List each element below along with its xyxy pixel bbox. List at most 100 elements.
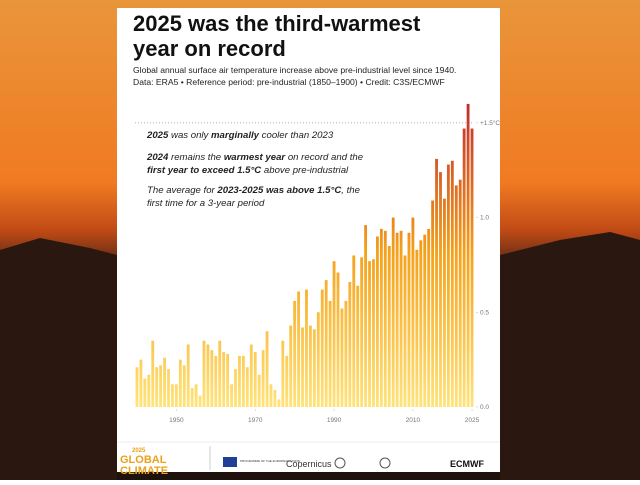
bar <box>281 340 285 407</box>
bar <box>320 289 324 407</box>
bar <box>470 128 474 408</box>
bar <box>206 344 210 407</box>
bar <box>301 327 304 407</box>
x-tick-label: 2025 <box>465 417 480 424</box>
annotation-segment: 2025 <box>146 130 169 141</box>
bar <box>218 340 222 407</box>
bar <box>151 340 155 407</box>
bar <box>395 232 399 407</box>
bar <box>376 236 379 407</box>
bar <box>230 384 233 407</box>
footer-year: 2025 <box>132 448 146 454</box>
bar <box>336 272 340 407</box>
bar <box>450 160 454 407</box>
bar <box>352 255 356 407</box>
bar <box>238 355 241 407</box>
bar <box>159 365 163 407</box>
bar <box>419 240 423 407</box>
annotation-segment: 2023-2025 was above 1.5°C <box>216 185 342 196</box>
bar <box>348 281 352 407</box>
bar <box>324 280 328 407</box>
bar <box>344 300 348 407</box>
bar <box>245 367 249 407</box>
bar <box>427 228 431 407</box>
bar <box>155 367 159 407</box>
bar <box>340 308 344 407</box>
bar <box>308 325 312 407</box>
bar <box>297 291 301 407</box>
title: 2025 was the third-warmest <box>133 11 421 36</box>
bar <box>293 300 297 407</box>
bar <box>139 359 143 407</box>
bar <box>273 389 277 407</box>
bar <box>171 384 174 407</box>
bar <box>312 329 316 407</box>
copernicus-logo: Copernicus <box>286 459 332 469</box>
subtitle: Global annual surface air temperature in… <box>133 65 456 75</box>
bar <box>431 200 435 407</box>
bar <box>305 289 308 407</box>
eu-flag <box>223 457 237 467</box>
hills <box>0 232 640 480</box>
bar <box>439 172 442 407</box>
bar <box>194 384 198 407</box>
bar <box>174 384 178 407</box>
y-tick-label: 0.5 <box>480 309 489 316</box>
ecmwf-logo: ECMWF <box>450 459 484 469</box>
annotation-segment: 2024 <box>146 152 169 163</box>
annotation-segment: first year to exceed 1.5°C <box>147 165 262 176</box>
y-tick-label: 1.0 <box>480 215 489 222</box>
footer-logo: GLOBAL <box>120 454 167 466</box>
bar <box>210 350 214 407</box>
bar <box>391 217 395 407</box>
bar <box>135 367 139 407</box>
bar <box>253 352 257 407</box>
annotation-segment: marginally <box>211 130 260 141</box>
footer-logo: CLIMATE <box>120 465 168 477</box>
title: year on record <box>133 36 286 61</box>
bar <box>214 355 218 407</box>
y-tick-label: +1.5°C <box>480 119 500 127</box>
bar <box>454 185 458 407</box>
bar <box>190 388 194 407</box>
annotation-segment: , the <box>341 185 360 196</box>
bar <box>257 374 261 407</box>
bar <box>147 374 151 407</box>
bar <box>269 384 273 407</box>
x-tick-label: 1990 <box>327 417 342 424</box>
bar <box>383 230 387 407</box>
bar <box>261 350 265 407</box>
bar <box>285 355 289 407</box>
annotation-segment: first time for a 3-year period <box>147 198 265 209</box>
annotation: first year to exceed 1.5°C above pre-ind… <box>147 165 349 176</box>
bar <box>182 365 186 407</box>
bar <box>328 300 332 407</box>
annotation-segment: The average for <box>147 185 217 196</box>
bar <box>277 399 281 407</box>
annotation-segment: was only <box>168 130 211 141</box>
bar <box>423 234 427 407</box>
bar <box>368 261 371 407</box>
bar <box>249 344 253 407</box>
bar <box>415 249 419 407</box>
bar <box>372 259 375 407</box>
bar <box>265 331 269 407</box>
bar <box>411 217 415 407</box>
annotation: 2024 remains the warmest year on record … <box>146 152 363 163</box>
bar <box>178 359 182 407</box>
annotation: first time for a 3-year period <box>147 198 265 209</box>
bar <box>443 198 446 407</box>
bar <box>186 344 190 407</box>
eu-text: PROGRAMME OF THE EUROPEAN UNION <box>240 459 300 463</box>
bar <box>399 230 403 407</box>
bar <box>143 378 147 407</box>
bar <box>241 355 245 407</box>
annotation-segment: on record and the <box>285 152 363 163</box>
annotation: 2025 was only marginally cooler than 202… <box>146 130 334 141</box>
bar <box>234 369 237 407</box>
annotation-segment: remains the <box>168 152 223 163</box>
bar <box>462 128 466 408</box>
bar <box>356 285 360 407</box>
